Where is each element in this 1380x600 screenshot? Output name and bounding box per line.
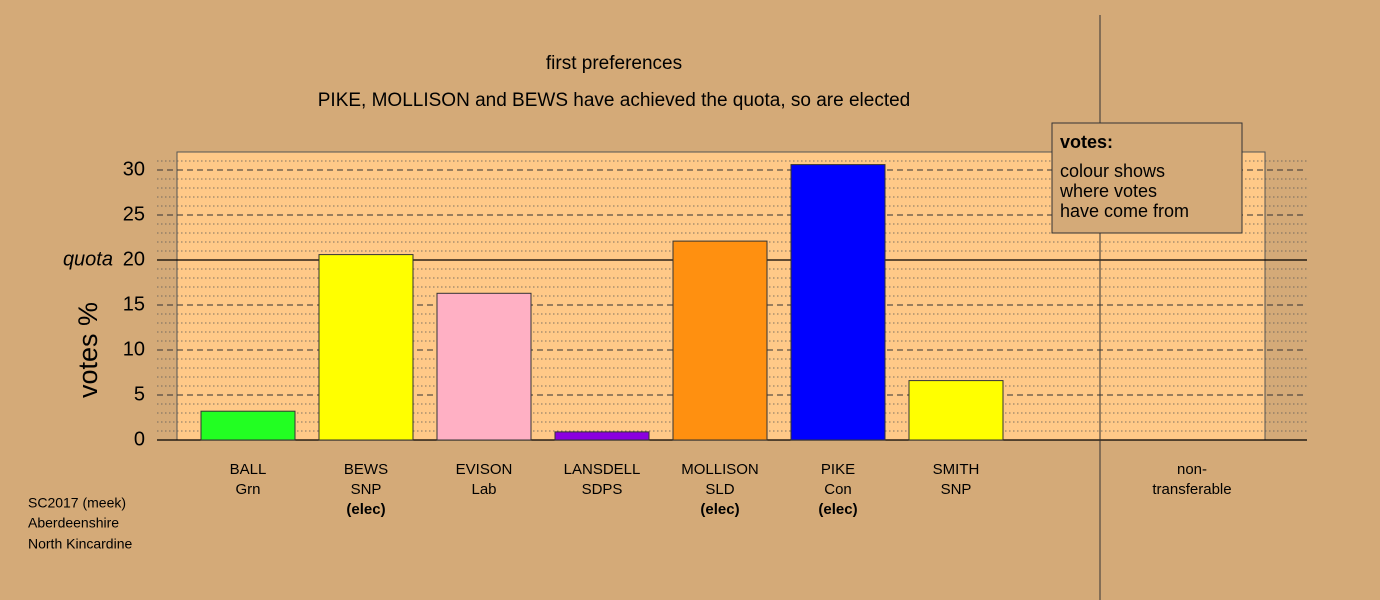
y-tick-label: 30 (123, 158, 145, 180)
footnote: North Kincardine (28, 536, 132, 552)
bar (318, 254, 414, 441)
quota-label: quota (63, 248, 113, 270)
x-tick-party: SNP (941, 481, 972, 498)
x-tick-label: EVISON (456, 461, 513, 478)
y-tick-label: 15 (123, 293, 145, 315)
footnote: Aberdeenshire (28, 515, 119, 531)
y-tick-label: 0 (134, 428, 145, 450)
y-tick-label: 10 (123, 338, 145, 360)
footnote: SC2017 (meek) (28, 495, 126, 511)
x-tick-status: (elec) (346, 501, 385, 518)
x-tick-status: (elec) (700, 501, 739, 518)
x-tick-party: Grn (235, 481, 260, 498)
chart-title: first preferences (546, 53, 682, 74)
labels: 0 5 10 15 20 25 30 quota BALL Grn BEWS SNP (elec) EVI… (63, 158, 1232, 518)
legend-line: have come from (1060, 201, 1189, 221)
bar (200, 410, 296, 441)
bar (554, 431, 650, 441)
legend-line: where votes (1059, 181, 1157, 201)
legend-title: votes: (1060, 132, 1113, 152)
y-axis-label: votes % (73, 302, 103, 398)
bar (908, 380, 1004, 441)
x-tick-party: SDPS (582, 481, 623, 498)
bar (790, 164, 886, 441)
x-tick-party: SNP (351, 481, 382, 498)
y-tick-label: 25 (123, 203, 145, 225)
bar (672, 240, 768, 441)
chart-subtitle: PIKE, MOLLISON and BEWS have achieved th… (318, 90, 911, 111)
legend-line: colour shows (1060, 161, 1165, 181)
bar (436, 292, 532, 441)
x-tick-label: non- (1177, 461, 1207, 478)
x-tick-status: (elec) (818, 501, 857, 518)
x-tick-label: PIKE (821, 461, 855, 478)
x-tick-party: Lab (471, 481, 496, 498)
x-tick-party: SLD (705, 481, 734, 498)
x-tick-label: MOLLISON (681, 461, 759, 478)
y-tick-label: 5 (134, 383, 145, 405)
y-tick-label: 20 (123, 248, 145, 270)
x-tick-label: LANSDELL (564, 461, 641, 478)
legend-box (1051, 122, 1243, 234)
x-tick-party: Con (824, 481, 852, 498)
x-tick-label: SMITH (933, 461, 980, 478)
x-tick-party: transferable (1152, 481, 1231, 498)
x-tick-label: BALL (230, 461, 267, 478)
x-tick-label: BEWS (344, 461, 388, 478)
bars (200, 164, 1004, 441)
